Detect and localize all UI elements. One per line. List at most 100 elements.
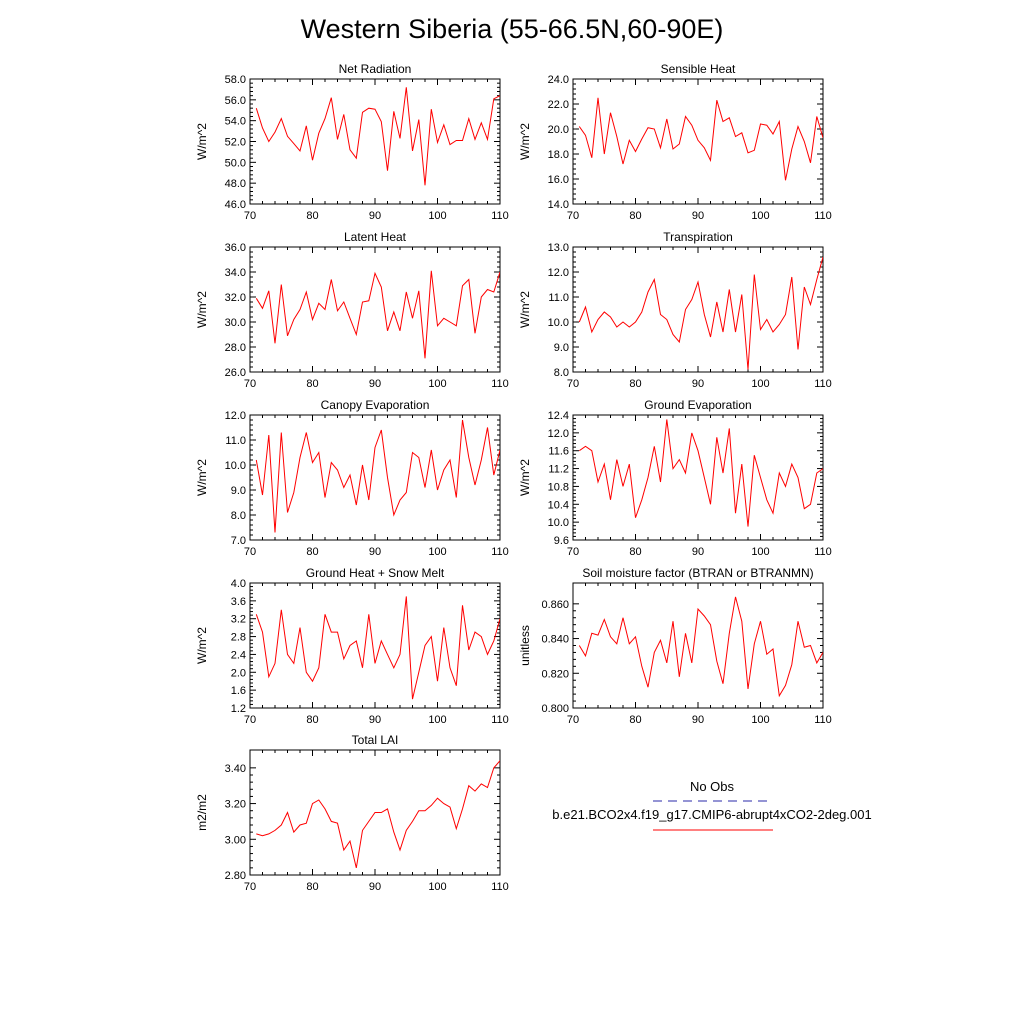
y-tick-label: 10.0 xyxy=(548,317,569,329)
series-line xyxy=(255,596,500,700)
x-tick-label: 90 xyxy=(692,210,704,222)
panel-5: 70 80 90 100 110 7.0 8.0 9.0 10.0 11.0 12.0 Canopy … xyxy=(195,398,509,558)
legend-label-no-obs: No Obs xyxy=(689,779,735,794)
plot-frame xyxy=(249,414,501,541)
series-line xyxy=(255,270,500,359)
y-tick-label: 1.2 xyxy=(231,703,246,715)
x-tick-label: 70 xyxy=(567,378,579,390)
y-tick-label: 30.0 xyxy=(225,317,246,329)
y-tick-label: 58.0 xyxy=(225,74,246,86)
panel-3: 70 80 90 100 110 26.0 28.0 30.0 32.0 34.0 36.0 Late… xyxy=(195,230,509,390)
y-tick-label: 54.0 xyxy=(225,116,246,128)
y-tick-label: 9.6 xyxy=(554,535,569,547)
x-tick-label: 80 xyxy=(306,378,318,390)
plot-frame xyxy=(572,414,824,541)
y-tick-label: 48.0 xyxy=(225,178,246,190)
series-line xyxy=(578,596,823,698)
y-tick-label: 12.0 xyxy=(548,428,569,440)
x-tick-label: 100 xyxy=(751,546,769,558)
x-tick-label: 80 xyxy=(629,714,641,726)
y-tick-label: 12.4 xyxy=(548,410,569,422)
y-tick-label: 11.2 xyxy=(548,464,569,476)
y-tick-label: 18.0 xyxy=(548,149,569,161)
y-axis-label: W/m^2 xyxy=(518,123,532,160)
y-tick-label: 3.20 xyxy=(225,799,246,811)
y-tick-label: 26.0 xyxy=(225,367,246,379)
series-line xyxy=(256,760,500,869)
y-axis-label: m2/m2 xyxy=(195,794,209,831)
panel-title: Latent Heat xyxy=(344,230,407,244)
x-tick-label: 80 xyxy=(306,546,318,558)
panel-title: Total LAI xyxy=(352,733,399,747)
x-tick-label: 80 xyxy=(629,546,641,558)
panel-title: Soil moisture factor (BTRAN or BTRANMN) xyxy=(582,566,813,580)
panel-title: Canopy Evaporation xyxy=(321,398,430,412)
x-tick-label: 80 xyxy=(306,881,318,893)
y-tick-label: 12.0 xyxy=(225,410,246,422)
x-tick-label: 110 xyxy=(491,546,509,558)
y-tick-label: 8.0 xyxy=(231,510,246,522)
plot-frame xyxy=(249,78,501,205)
x-tick-label: 70 xyxy=(567,714,579,726)
x-tick-label: 80 xyxy=(306,210,318,222)
y-tick-label: 0.860 xyxy=(541,599,569,611)
x-tick-label: 70 xyxy=(244,210,256,222)
series-line xyxy=(255,87,500,186)
x-tick-label: 90 xyxy=(369,210,381,222)
plot-frame xyxy=(572,78,824,205)
y-tick-label: 50.0 xyxy=(225,157,246,169)
series-line xyxy=(578,97,823,181)
x-tick-label: 70 xyxy=(244,881,256,893)
x-tick-label: 70 xyxy=(244,378,256,390)
series-line xyxy=(255,419,500,533)
y-tick-label: 0.800 xyxy=(541,703,569,715)
plot-frame xyxy=(572,246,824,373)
y-tick-label: 22.0 xyxy=(548,99,569,111)
y-axis-label: W/m^2 xyxy=(195,627,209,664)
x-tick-label: 70 xyxy=(567,210,579,222)
x-tick-label: 90 xyxy=(692,714,704,726)
y-tick-label: 10.0 xyxy=(548,517,569,529)
y-tick-label: 7.0 xyxy=(231,535,246,547)
y-tick-label: 12.0 xyxy=(548,267,569,279)
panel-title: Net Radiation xyxy=(339,62,412,76)
x-tick-label: 70 xyxy=(567,546,579,558)
y-tick-label: 3.2 xyxy=(231,614,246,626)
y-tick-label: 9.0 xyxy=(231,485,246,497)
panel-7: 70 80 90 100 110 1.2 1.6 2.0 2.4 2.8 3.2 3.6 4.0 Grou… xyxy=(195,566,509,726)
legend xyxy=(653,800,773,831)
y-axis-label: W/m^2 xyxy=(195,123,209,160)
y-axis-label: W/m^2 xyxy=(518,291,532,328)
x-tick-label: 90 xyxy=(369,714,381,726)
x-tick-label: 100 xyxy=(428,378,446,390)
y-axis-label: unitless xyxy=(518,625,532,666)
y-tick-label: 10.8 xyxy=(548,481,569,493)
y-tick-label: 16.0 xyxy=(548,174,569,186)
series-line xyxy=(579,419,823,527)
x-tick-label: 70 xyxy=(244,714,256,726)
x-tick-label: 100 xyxy=(428,881,446,893)
y-tick-label: 24.0 xyxy=(548,74,569,86)
y-axis-label: W/m^2 xyxy=(195,459,209,496)
x-tick-label: 90 xyxy=(369,881,381,893)
y-tick-label: 10.0 xyxy=(225,460,246,472)
x-tick-label: 80 xyxy=(306,714,318,726)
y-tick-label: 46.0 xyxy=(225,199,246,211)
panel-title: Sensible Heat xyxy=(661,62,736,76)
y-tick-label: 13.0 xyxy=(548,242,569,254)
x-tick-label: 110 xyxy=(491,714,509,726)
panel-6: 70 80 90 100 110 9.6 10.0 10.4 10.8 11.2 11.6 12.0 1… xyxy=(518,398,832,558)
x-tick-label: 110 xyxy=(491,881,509,893)
panel-2: 70 80 90 100 110 14.0 16.0 18.0 20.0 22.0 24.0 Sens… xyxy=(518,62,832,222)
y-tick-label: 4.0 xyxy=(231,578,246,590)
plot-frame xyxy=(249,246,501,373)
y-tick-label: 3.40 xyxy=(225,763,246,775)
series-line xyxy=(578,256,823,370)
plot-frame xyxy=(572,582,824,709)
y-tick-label: 0.840 xyxy=(541,634,569,646)
panel-title: Ground Heat + Snow Melt xyxy=(306,566,445,580)
x-tick-label: 100 xyxy=(428,546,446,558)
x-tick-label: 90 xyxy=(692,546,704,558)
y-tick-label: 10.4 xyxy=(548,499,569,511)
